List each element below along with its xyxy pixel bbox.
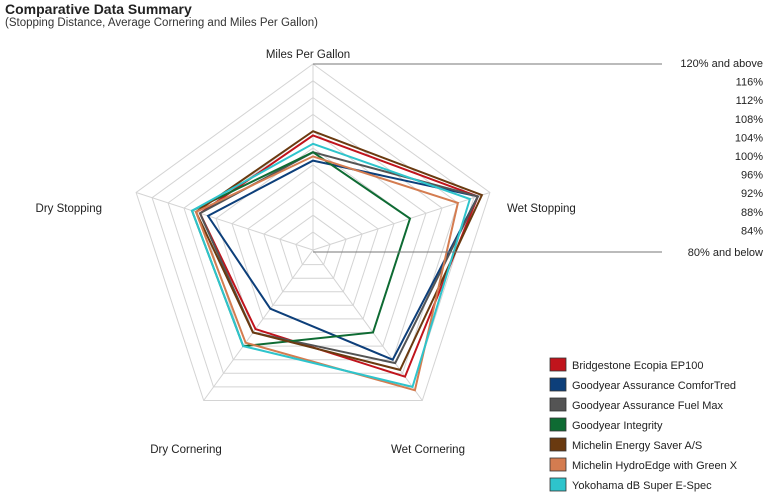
scale-tick-label: 120% and above [680,58,763,70]
series-line-6 [190,142,472,389]
scale-tick-label: 96% [741,170,763,182]
scale-tick-label: 80% and below [688,247,763,259]
legend-label: Yokohama dB Super E-Spec [572,480,712,492]
axis-label-0: Miles Per Gallon [266,49,350,61]
axis-line [203,249,314,401]
legend-swatch [549,477,567,492]
legend-swatch [549,397,567,412]
legend-swatch [549,437,567,452]
grid-ring [263,197,363,293]
grid-ring [231,164,395,320]
grid-ring [279,214,347,279]
scale-tick-label: 116% [736,77,764,89]
scale-tick-label: 84% [741,225,763,237]
axis-line [312,192,491,251]
legend-label: Goodyear Assurance Fuel Max [572,400,724,412]
axis-label-1: Wet Stopping [507,203,576,215]
axis-label-2: Wet Cornering [391,444,465,456]
legend-swatch [549,457,567,472]
grid-ring [183,113,443,361]
legend-swatch [549,417,567,432]
legend-label: Bridgestone Ecopia EP100 [572,360,703,372]
series-line-3 [190,151,412,348]
chart-title: Comparative Data Summary [5,1,192,17]
legend-label: Michelin HydroEdge with Green X [572,460,738,472]
legend-swatch [549,377,567,392]
scale-tick-label: 88% [741,207,763,219]
grid-ring [295,231,331,266]
axis-label-3: Dry Cornering [150,444,222,456]
scale-tick-label: 92% [741,188,763,200]
grid-ring [135,63,491,401]
scale-tick-label: 104% [735,132,763,144]
grid-ring [151,80,475,388]
scale-tick-label: 112% [736,95,764,107]
grid-ring [247,180,379,306]
scale-tick-label: 100% [735,151,763,163]
legend-label: Michelin Energy Saver A/S [572,440,702,452]
legend-swatch [549,357,567,372]
axis-line [135,192,314,251]
scale-tick-label: 108% [735,114,763,126]
legend-label: Goodyear Integrity [572,420,663,432]
chart-subtitle: (Stopping Distance, Average Cornering an… [5,17,319,29]
series-line-1 [206,159,480,361]
legend-label: Goodyear Assurance ComforTred [572,380,736,392]
axis-label-4: Dry Stopping [36,203,102,215]
series-line-2 [198,151,480,365]
